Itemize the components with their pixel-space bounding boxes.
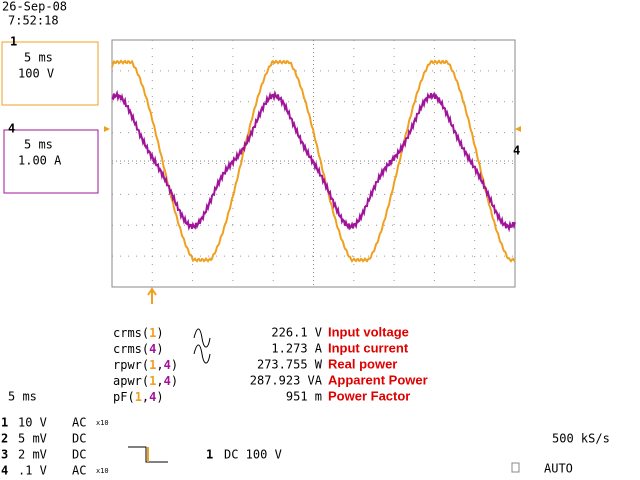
label-part: 1 <box>149 374 156 388</box>
timebase: 5 ms <box>8 390 37 404</box>
ch-number: 3 <box>1 448 8 462</box>
meas-value: 226.1 V <box>271 326 322 340</box>
label-part: rpwr( <box>113 358 149 372</box>
label-part: 4 <box>149 342 156 356</box>
ch-scale: .1 V <box>18 464 47 478</box>
label-part: 1 <box>149 358 156 372</box>
label-part: crms( <box>113 326 149 340</box>
label-part: ) <box>171 358 178 372</box>
ch-number: 4 <box>1 464 8 478</box>
label-part: , <box>142 390 149 404</box>
meas-description: Power Factor <box>328 388 410 403</box>
meas-label: apwr(1,4) <box>113 374 178 388</box>
label-part: apwr( <box>113 374 149 388</box>
label-part: ) <box>156 326 163 340</box>
ch-scale: 5 mV <box>18 432 47 446</box>
ch-scale: 2 mV <box>18 448 47 462</box>
meas-description: Real power <box>328 356 397 371</box>
graticule <box>111 39 516 288</box>
label-part: ) <box>171 374 178 388</box>
meas-value: 273.755 W <box>257 358 323 372</box>
box-scale: 1.00 A <box>18 154 62 168</box>
label-part: 4 <box>164 374 171 388</box>
label-part: pF( <box>113 390 135 404</box>
label-part: , <box>156 374 163 388</box>
meas-description: Input current <box>328 340 409 355</box>
ch-marker: 1 <box>10 35 17 49</box>
trigger-source: 1 <box>206 448 213 462</box>
label-part: 4 <box>149 390 156 404</box>
channel-box <box>1 41 99 106</box>
meas-value: 951 m <box>286 390 322 404</box>
time: 7:52:18 <box>8 14 59 28</box>
channel-box <box>3 129 99 194</box>
ch-number: 2 <box>1 432 8 446</box>
meas-label: crms(4) <box>113 342 164 356</box>
trigger-setting: DC 100 V <box>224 448 282 462</box>
ch-marker: 4 <box>513 144 520 158</box>
label-part: ) <box>156 342 163 356</box>
meas-label: crms(1) <box>113 326 164 340</box>
ch-coupling: DC <box>72 432 86 446</box>
level-arrow <box>515 126 521 132</box>
rms-icon <box>193 344 211 364</box>
meas-value: 1.273 A <box>271 342 322 356</box>
meas-description: Input voltage <box>328 324 409 339</box>
trigger-edge <box>128 446 168 463</box>
trigger-arrow <box>147 287 157 304</box>
box-timebase: 5 ms <box>24 138 53 152</box>
ch-scale: 10 V <box>18 416 47 430</box>
sample-rate: 500 kS/s <box>552 432 610 446</box>
rms-icon <box>193 328 211 348</box>
current-trace <box>111 89 516 233</box>
label-part: 1 <box>135 390 142 404</box>
box-scale: 100 V <box>18 67 54 81</box>
ch-coupling: AC <box>72 464 86 478</box>
label-part: crms( <box>113 342 149 356</box>
date: 26-Sep-08 <box>2 0 67 14</box>
mode-icon <box>511 462 520 473</box>
box-timebase: 5 ms <box>24 51 53 65</box>
meas-description: Apparent Power <box>328 372 428 387</box>
ch-number: 1 <box>1 416 8 430</box>
label-part: , <box>156 358 163 372</box>
channel-list: 1 10 V AC x10 2 5 mV DC 3 2 mV DC 4 .1 V AC x10 <box>1 416 109 478</box>
label-part: 1 <box>149 326 156 340</box>
level-arrow <box>104 126 110 132</box>
meas-value: 287.923 VA <box>250 374 323 388</box>
meas-label: pF(1,4) <box>113 390 164 404</box>
voltage-trace <box>111 59 516 263</box>
meas-label: rpwr(1,4) <box>113 358 178 372</box>
ch-marker: 4 <box>8 122 15 136</box>
label-part: ) <box>156 390 163 404</box>
ch-probe: x10 <box>96 467 109 475</box>
label-part: 4 <box>164 358 171 372</box>
mode: AUTO <box>544 462 573 476</box>
ch-probe: x10 <box>96 419 109 427</box>
ch-coupling: AC <box>72 416 86 430</box>
ch-coupling: DC <box>72 448 86 462</box>
